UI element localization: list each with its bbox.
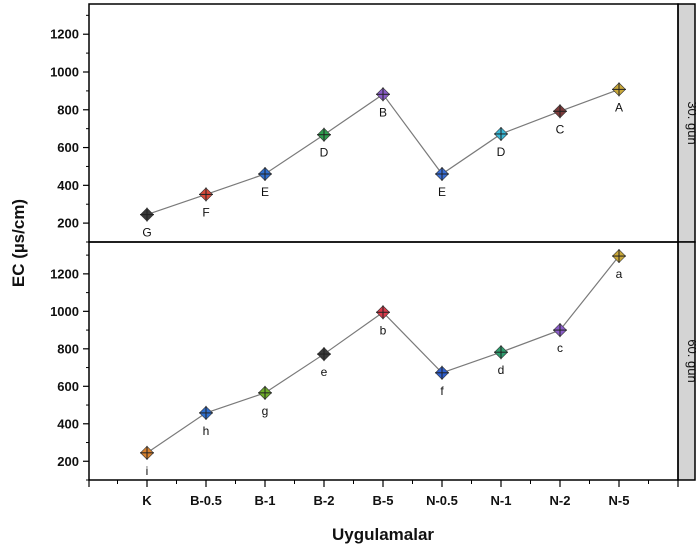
y-tick-label: 800 (57, 341, 79, 356)
significance-letter: b (380, 323, 387, 337)
y-tick-label: 600 (57, 379, 79, 394)
y-tick-label: 1200 (50, 27, 79, 42)
y-tick-label: 1000 (50, 304, 79, 319)
data-point (317, 127, 331, 142)
significance-letter: G (142, 226, 151, 240)
data-point (199, 405, 213, 420)
x-axis-title: Uygulamalar (332, 525, 434, 544)
significance-letter: E (261, 185, 269, 199)
data-point (612, 82, 626, 97)
x-tick-label: N-0.5 (426, 493, 458, 508)
series-line (146, 255, 620, 454)
data-point (376, 87, 390, 102)
x-tick-label: B-5 (373, 493, 394, 508)
significance-letter: a (616, 267, 623, 281)
data-point (494, 345, 508, 360)
significance-letter: h (203, 424, 210, 438)
significance-letter: g (262, 404, 269, 418)
data-point (435, 365, 449, 380)
panel-frame (88, 241, 679, 481)
data-point (258, 167, 272, 181)
panel-frame (88, 3, 679, 243)
significance-letter: C (556, 122, 565, 136)
x-tick-label: N-5 (609, 493, 630, 508)
data-point (376, 305, 390, 320)
x-tick-label: B-0.5 (190, 493, 222, 508)
y-tick-label: 1000 (50, 65, 79, 80)
significance-letter: A (615, 100, 623, 114)
data-point (553, 323, 567, 338)
x-tick-label: N-2 (550, 493, 571, 508)
y-tick-label: 200 (57, 216, 79, 231)
significance-letter: B (379, 105, 387, 119)
x-tick-label: N-1 (491, 493, 512, 508)
y-tick-label: 600 (57, 140, 79, 155)
data-point (494, 126, 508, 141)
significance-letter: d (498, 363, 505, 377)
significance-letter: i (146, 464, 149, 478)
data-point (612, 249, 626, 264)
significance-letter: f (440, 384, 444, 398)
data-point (140, 207, 154, 222)
data-point (258, 385, 272, 400)
x-tick-label: B-1 (255, 493, 276, 508)
y-tick-label: 800 (57, 102, 79, 117)
significance-letter: c (557, 341, 563, 355)
x-tick-label: K (142, 493, 152, 508)
facet-strip-label: 60. gün (685, 339, 696, 382)
y-axis-title: EC (µs/cm) (9, 199, 28, 287)
y-tick-label: 200 (57, 454, 79, 469)
facet-strip-label: 30. gün (685, 101, 696, 144)
y-tick-label: 400 (57, 416, 79, 431)
significance-letter: F (202, 205, 209, 219)
data-point (199, 187, 213, 202)
significance-letter: e (321, 365, 328, 379)
data-point (435, 167, 449, 181)
x-tick-label: B-2 (314, 493, 335, 508)
y-tick-label: 400 (57, 178, 79, 193)
significance-letter: E (438, 185, 446, 199)
data-point (317, 347, 331, 362)
data-point (553, 104, 567, 119)
y-tick-label: 1200 (50, 266, 79, 281)
significance-letter: D (497, 145, 506, 159)
data-point (140, 445, 154, 460)
significance-letter: D (320, 146, 329, 160)
